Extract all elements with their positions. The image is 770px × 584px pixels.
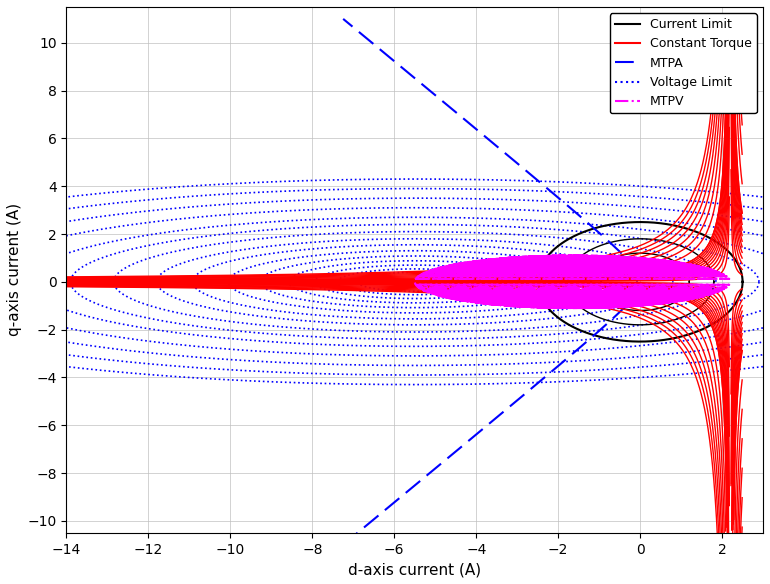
Current Limit: [540, 257, 549, 264]
MTPA: [614, 310, 623, 317]
Line: Constant Torque: Constant Torque: [66, 197, 742, 394]
Voltage Limit: [409, 176, 418, 183]
Current Limit: [597, 333, 606, 340]
Voltage Limit: [533, 379, 542, 386]
MTPA: [339, 15, 348, 22]
MTPV: [568, 252, 578, 259]
MTPV: [468, 258, 477, 265]
MTPA: [478, 131, 487, 138]
Legend: Current Limit, Constant Torque, MTPA, Voltage Limit, MTPV: Current Limit, Constant Torque, MTPA, Vo…: [610, 13, 757, 113]
MTPA: [467, 121, 476, 128]
MTPA: [537, 180, 546, 187]
MTPV: [534, 253, 543, 260]
MTPA: [593, 329, 602, 336]
Voltage Limit: [409, 381, 418, 388]
Constant Torque: [373, 278, 382, 285]
Current Limit: [551, 245, 560, 252]
Constant Torque: [390, 278, 400, 285]
Constant Torque: [96, 278, 105, 285]
X-axis label: d-axis current (A): d-axis current (A): [348, 562, 481, 577]
Voltage Limit: [600, 376, 609, 383]
Constant Torque: [594, 277, 603, 284]
MTPV: [661, 257, 671, 264]
Current Limit: [667, 335, 676, 342]
Line: Current Limit: Current Limit: [537, 222, 742, 342]
Current Limit: [635, 338, 644, 345]
Current Limit: [738, 279, 747, 286]
Current Limit: [718, 242, 727, 249]
Line: MTPV: MTPV: [415, 256, 729, 308]
Line: Voltage Limit: Voltage Limit: [0, 179, 770, 385]
Current Limit: [656, 337, 665, 344]
Current Limit: [635, 218, 644, 225]
Constant Torque: [718, 268, 727, 275]
Voltage Limit: [175, 373, 184, 380]
MTPV: [437, 293, 446, 300]
Constant Torque: [62, 278, 71, 285]
Constant Torque: [718, 267, 727, 274]
Line: MTPA: MTPA: [343, 19, 640, 545]
MTPV: [515, 303, 524, 310]
MTPA: [339, 541, 348, 548]
Y-axis label: q-axis current (A): q-axis current (A): [7, 203, 22, 336]
Current Limit: [738, 279, 747, 286]
MTPA: [403, 488, 413, 495]
MTPV: [568, 305, 578, 312]
MTPV: [412, 274, 421, 281]
Constant Torque: [738, 285, 747, 292]
